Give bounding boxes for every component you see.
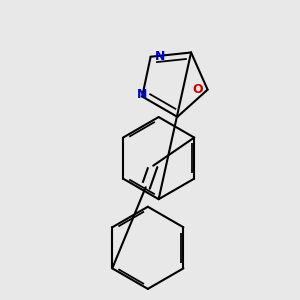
Text: N: N <box>155 50 165 63</box>
Text: N: N <box>137 88 147 101</box>
Text: O: O <box>193 83 203 96</box>
